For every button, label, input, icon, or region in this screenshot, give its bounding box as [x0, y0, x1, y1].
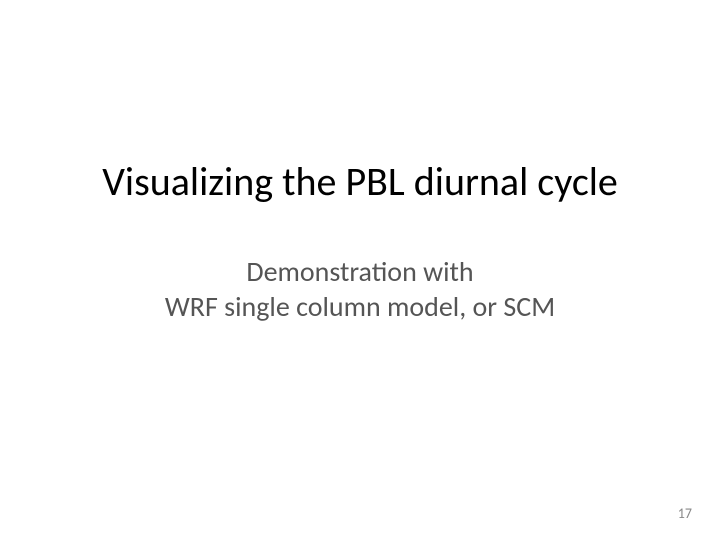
slide: Visualizing the PBL diurnal cycle Demons…	[0, 0, 720, 540]
page-number: 17	[678, 505, 692, 522]
subtitle-line-1: Demonstration with	[165, 254, 555, 289]
slide-title: Visualizing the PBL diurnal cycle	[102, 157, 618, 206]
subtitle-line-2: WRF single column model, or SCM	[165, 289, 555, 324]
slide-subtitle: Demonstration with WRF single column mod…	[165, 254, 555, 324]
